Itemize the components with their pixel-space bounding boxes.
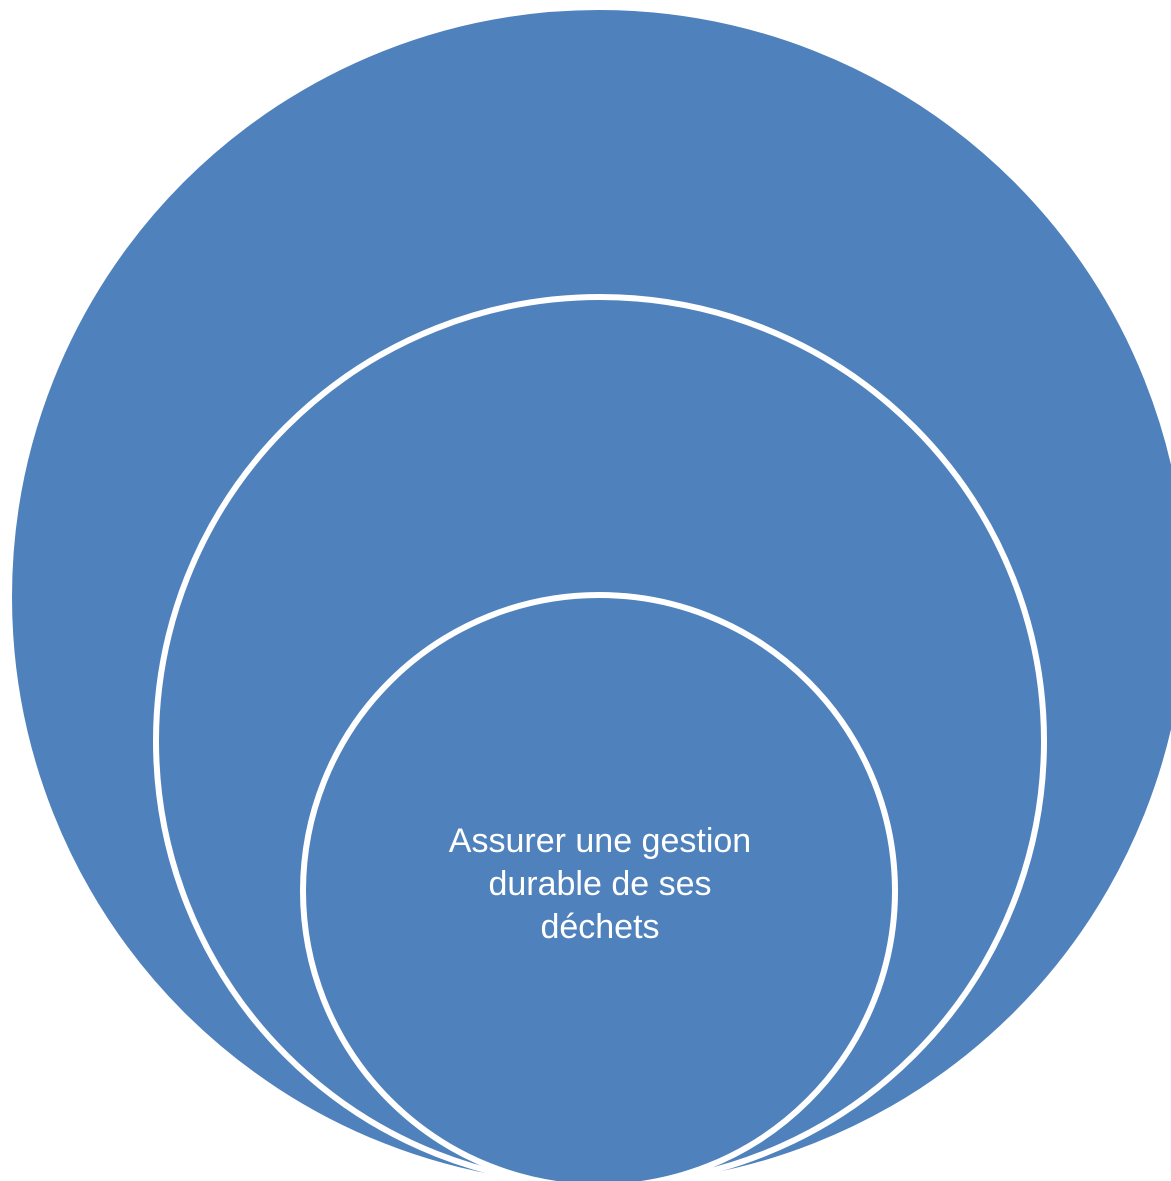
inner-circle-label: Assurer une gestion durable de ses déche… <box>360 820 840 949</box>
inner-circle-label-line-2: durable de ses <box>488 865 712 903</box>
inner-circle-label-line-3: déchets <box>540 908 660 946</box>
inner-circle-label-line-1: Assurer une gestion <box>448 822 752 860</box>
inner-circle <box>300 592 898 1181</box>
